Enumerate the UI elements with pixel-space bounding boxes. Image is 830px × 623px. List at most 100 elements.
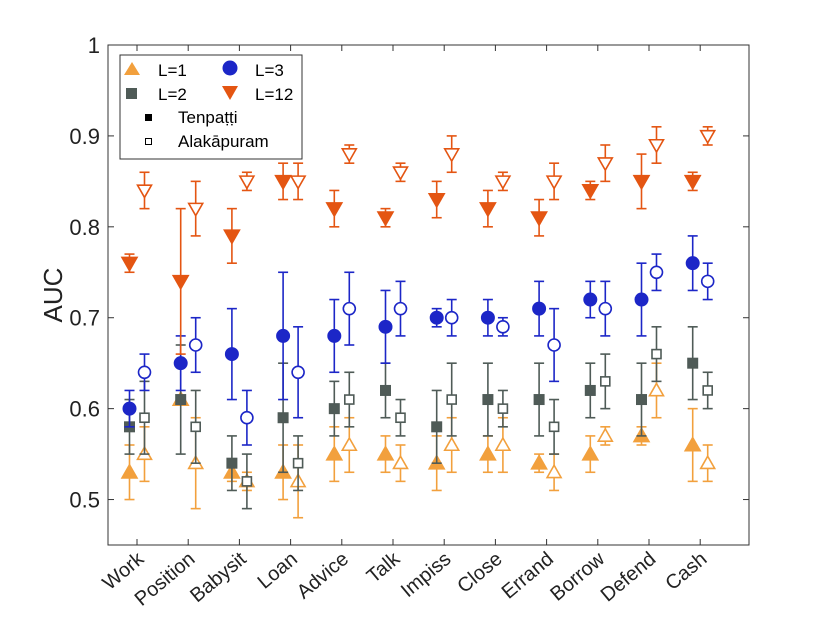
marker-square: [226, 457, 238, 469]
series-layer: [120, 126, 717, 519]
marker-square: [446, 394, 458, 405]
marker-circle: [634, 292, 649, 307]
category-label: Borrow: [546, 548, 609, 606]
y-tick-label: 0.7: [69, 306, 100, 331]
marker-triangle-down: [545, 175, 563, 190]
marker-triangle-up: [120, 463, 139, 479]
y-tick-label: 1: [88, 33, 100, 58]
marker-triangle-down: [479, 202, 497, 218]
category-label: Cash: [661, 548, 711, 595]
marker-circle: [685, 256, 700, 271]
marker-circle: [700, 274, 715, 289]
marker-circle: [342, 301, 357, 316]
marker-triangle-up: [443, 436, 461, 452]
marker-circle: [224, 347, 239, 362]
marker-circle: [598, 301, 613, 316]
category-label: Impiss: [397, 548, 455, 602]
marker-triangle-up: [596, 427, 614, 442]
marker-circle: [378, 319, 393, 334]
marker-circle: [393, 301, 408, 316]
marker-triangle-down: [596, 157, 614, 172]
legend-marker-site-b: [145, 138, 152, 145]
marker-circle: [532, 301, 547, 316]
marker-circle: [173, 356, 188, 371]
marker-triangle-up: [340, 436, 358, 452]
marker-triangle-down: [699, 129, 717, 145]
marker-triangle-down: [171, 274, 190, 291]
series-l2-alakapuram: [139, 326, 714, 510]
series-l3-alakapuram: [137, 253, 715, 446]
marker-square: [343, 394, 355, 405]
category-label: Talk: [363, 547, 405, 587]
marker-circle: [649, 265, 664, 280]
series-l3-tenpatti: [122, 235, 700, 428]
marker-triangle-up: [683, 435, 702, 452]
legend-marker-l2: [126, 88, 137, 99]
legend-label-l2: L=2: [158, 85, 187, 104]
marker-circle: [480, 310, 495, 325]
y-tick-label: 0.6: [69, 397, 100, 422]
marker-triangle-down: [648, 138, 665, 154]
legend-label-l1: L=1: [158, 61, 187, 80]
category-label: Defend: [597, 548, 661, 606]
marker-triangle-up: [699, 454, 717, 470]
series-l12-alakapuram: [136, 126, 717, 237]
category-label: Advice: [293, 548, 353, 603]
legend-marker-l12: [222, 86, 238, 100]
marker-triangle-down: [223, 229, 241, 245]
marker-triangle-up: [581, 445, 600, 461]
marker-square: [431, 421, 443, 433]
marker-square: [292, 457, 304, 469]
y-axis-label: AUC: [38, 268, 68, 323]
marker-circle: [188, 338, 203, 352]
marker-square: [497, 403, 509, 414]
marker-circle: [240, 410, 254, 425]
marker-square: [175, 394, 187, 406]
marker-square: [687, 357, 699, 369]
marker-circle: [444, 310, 459, 325]
marker-square: [599, 376, 611, 387]
series-l12-tenpatti: [120, 153, 702, 355]
legend-label-l12: L=12: [255, 85, 293, 104]
marker-circle: [276, 328, 291, 343]
marker-triangle-up: [479, 445, 497, 461]
category-label: Errand: [498, 548, 558, 603]
marker-triangle-down: [427, 193, 446, 209]
legend-label-l3: L=3: [255, 61, 284, 80]
y-tick-label: 0.5: [69, 488, 100, 513]
marker-triangle-down: [683, 174, 702, 191]
marker-square: [636, 394, 647, 406]
category-label: Close: [453, 548, 506, 598]
marker-circle: [496, 320, 510, 334]
marker-triangle-down: [187, 202, 205, 218]
marker-triangle-up: [392, 454, 409, 470]
marker-circle: [137, 365, 152, 380]
marker-circle: [583, 292, 598, 307]
marker-triangle-up: [648, 381, 665, 397]
marker-triangle-down: [340, 148, 358, 163]
marker-circle: [291, 365, 305, 380]
marker-triangle-down: [120, 256, 139, 273]
marker-triangle-down: [376, 211, 395, 227]
marker-square: [482, 394, 494, 406]
marker-square: [548, 421, 560, 433]
marker-triangle-down: [325, 202, 344, 218]
marker-triangle-up: [530, 454, 548, 470]
legend-label-site-b: Alakāpuram: [178, 132, 269, 151]
marker-triangle-down: [581, 183, 600, 200]
marker-square: [395, 412, 406, 424]
marker-square: [277, 412, 289, 424]
marker-triangle-down: [530, 211, 548, 227]
marker-triangle-down: [136, 184, 153, 200]
marker-square: [533, 394, 545, 406]
marker-square: [190, 421, 201, 433]
marker-triangle-up: [545, 463, 563, 479]
marker-triangle-up: [325, 445, 344, 461]
marker-square: [139, 412, 150, 424]
marker-triangle-down: [289, 175, 307, 190]
marker-triangle-down: [632, 174, 651, 191]
y-tick-label: 0.8: [69, 215, 100, 240]
marker-triangle-down: [274, 174, 292, 191]
category-label: Babysit: [186, 548, 251, 607]
